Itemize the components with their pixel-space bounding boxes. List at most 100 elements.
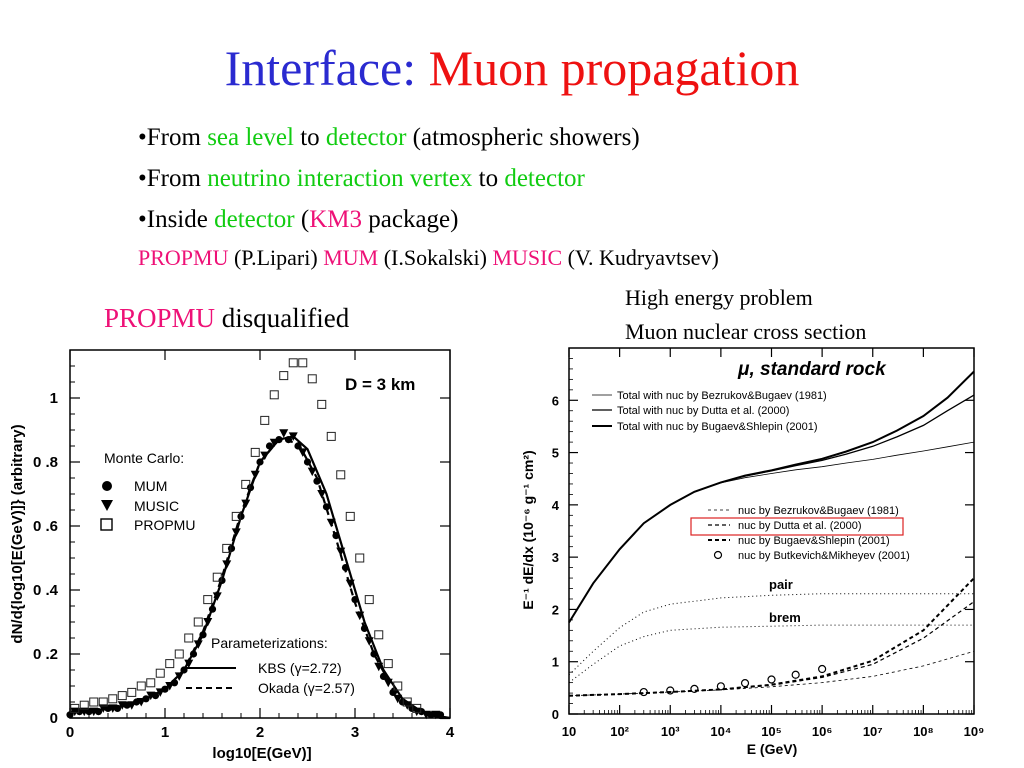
left-point-propmu [203,595,213,605]
right-point-butkevich [740,679,750,688]
left-point-propmu [165,659,175,669]
left-point-music [79,707,89,717]
left-point-mum [218,576,226,584]
right-y-tick-label: 4 [552,498,560,513]
left-point-music [231,528,241,537]
left-point-music [241,499,251,509]
highlight-box [690,517,904,536]
right-series-line-7 [568,593,974,676]
left-point-mum [303,458,312,466]
left-point-propmu [393,681,403,691]
left-point-mum [294,442,302,450]
left-point-mum [379,672,388,680]
left-point-music [98,704,108,713]
right-y-tick-label: 3 [552,550,559,565]
left-point-propmu [89,697,99,707]
title-part-2: Muon propagation [428,40,800,96]
left-point-propmu [155,668,165,678]
left-point-mum [284,436,293,444]
legend-nuc-bs: nuc by Bugaev&Shlepin (2001) [738,535,890,547]
left-point-music [431,710,441,720]
legend-music-marker [101,500,113,511]
right-y-tick-label: 1 [552,655,559,670]
right-ylabel: E⁻¹ dE/dx (10⁻⁶ g⁻¹ cm²) [520,450,536,609]
left-point-propmu [260,415,270,425]
left-chart: 0 1 2 3 4 0 0 .2 0 .4 0 .6 0 .8 1 D = 3 km Monte C… [9,349,455,762]
legend-mum-marker [102,481,112,491]
legend-propmu-marker [100,518,113,531]
left-legend-param-title: Parameterizations: [211,635,328,651]
left-point-propmu [326,431,336,441]
left-point-propmu [279,371,289,381]
left-point-music [146,691,156,701]
right-series-line-3 [568,650,975,697]
left-legend-mc-title: Monte Carlo: [104,450,184,466]
left-point-propmu [146,678,156,688]
left-point-music [364,637,374,646]
legend-nuc-dutta: nuc by Dutta et al. (2000) [738,520,862,532]
left-x-tick-label: 2 [256,724,264,741]
left-point-mum [265,442,274,450]
left-y-tick-label: 0 .4 [33,582,59,599]
left-point-music [165,682,175,691]
left-point-propmu [70,703,80,713]
left-point-music [203,618,213,627]
left-point-music [383,678,393,688]
left-point-propmu [383,659,393,669]
left-point-music [174,672,184,681]
right-series-line-8 [568,624,974,683]
left-point-propmu [98,697,108,707]
right-y-tick-label: 6 [552,393,559,408]
legend-total-bb: Total with nuc by Bezrukov&Bugaev (1981) [617,390,827,402]
legend-nuc-bb: nuc by Bezrukov&Bugaev (1981) [738,505,899,517]
legend-music-label: MUSIC [134,498,179,514]
left-point-propmu [364,595,374,605]
left-point-mum [360,624,369,632]
right-point-butkevich [767,675,776,684]
right-xlabel: E (GeV) [747,741,798,757]
left-y-tick-label: 0 .2 [33,646,58,663]
left-point-propmu [317,399,327,409]
right-point-butkevich [716,682,725,691]
left-point-propmu [117,691,127,701]
left-point-music [212,592,222,601]
right-x-tick-label: 10⁹ [964,724,985,739]
left-point-mum [199,631,207,639]
right-series-line-2 [568,370,975,624]
legend-okada-label: Okada (γ=2.57) [258,680,355,696]
left-point-music [127,701,137,710]
left-point-mum [389,688,397,696]
left-x-tick-label: 3 [351,724,359,741]
left-point-propmu [269,390,279,400]
label-brem: brem [769,610,801,625]
left-point-music [193,640,203,649]
left-ylabel: dN/d{log10[E(GeV)]} (arbitrary) [9,424,26,643]
left-point-propmu [127,687,137,697]
legend-total-dutta: Total with nuc by Dutta et al. (2000) [617,405,789,417]
left-y-tick-label: 0 .8 [33,454,58,471]
legend-nuc-bm: nuc by Butkevich&Mikheyev (2001) [738,550,910,562]
right-x-tick-label: 10⁶ [812,724,832,739]
legend-mum-label: MUM [134,478,167,494]
param-legend-bg [209,634,349,652]
left-point-mum [189,650,198,658]
right-series-line-4 [568,601,975,697]
left-point-propmu [412,703,422,713]
left-point-music [279,429,289,438]
right-series-line-5 [568,577,975,697]
left-point-music [108,704,118,713]
left-point-propmu [336,470,346,480]
left-point-propmu [184,633,194,643]
left-x-tick-label: 4 [446,724,455,741]
right-x-tick-label: 10⁵ [761,724,782,739]
left-point-mum [332,532,340,540]
left-point-music [374,662,384,672]
left-point-mum [66,711,74,719]
left-point-propmu [307,374,317,384]
right-point-butkevich [818,664,827,674]
left-point-music [288,432,298,441]
left-point-propmu [288,358,298,368]
left-point-mum [322,503,331,511]
right-point-butkevich [666,686,675,695]
left-point-music [117,701,127,710]
